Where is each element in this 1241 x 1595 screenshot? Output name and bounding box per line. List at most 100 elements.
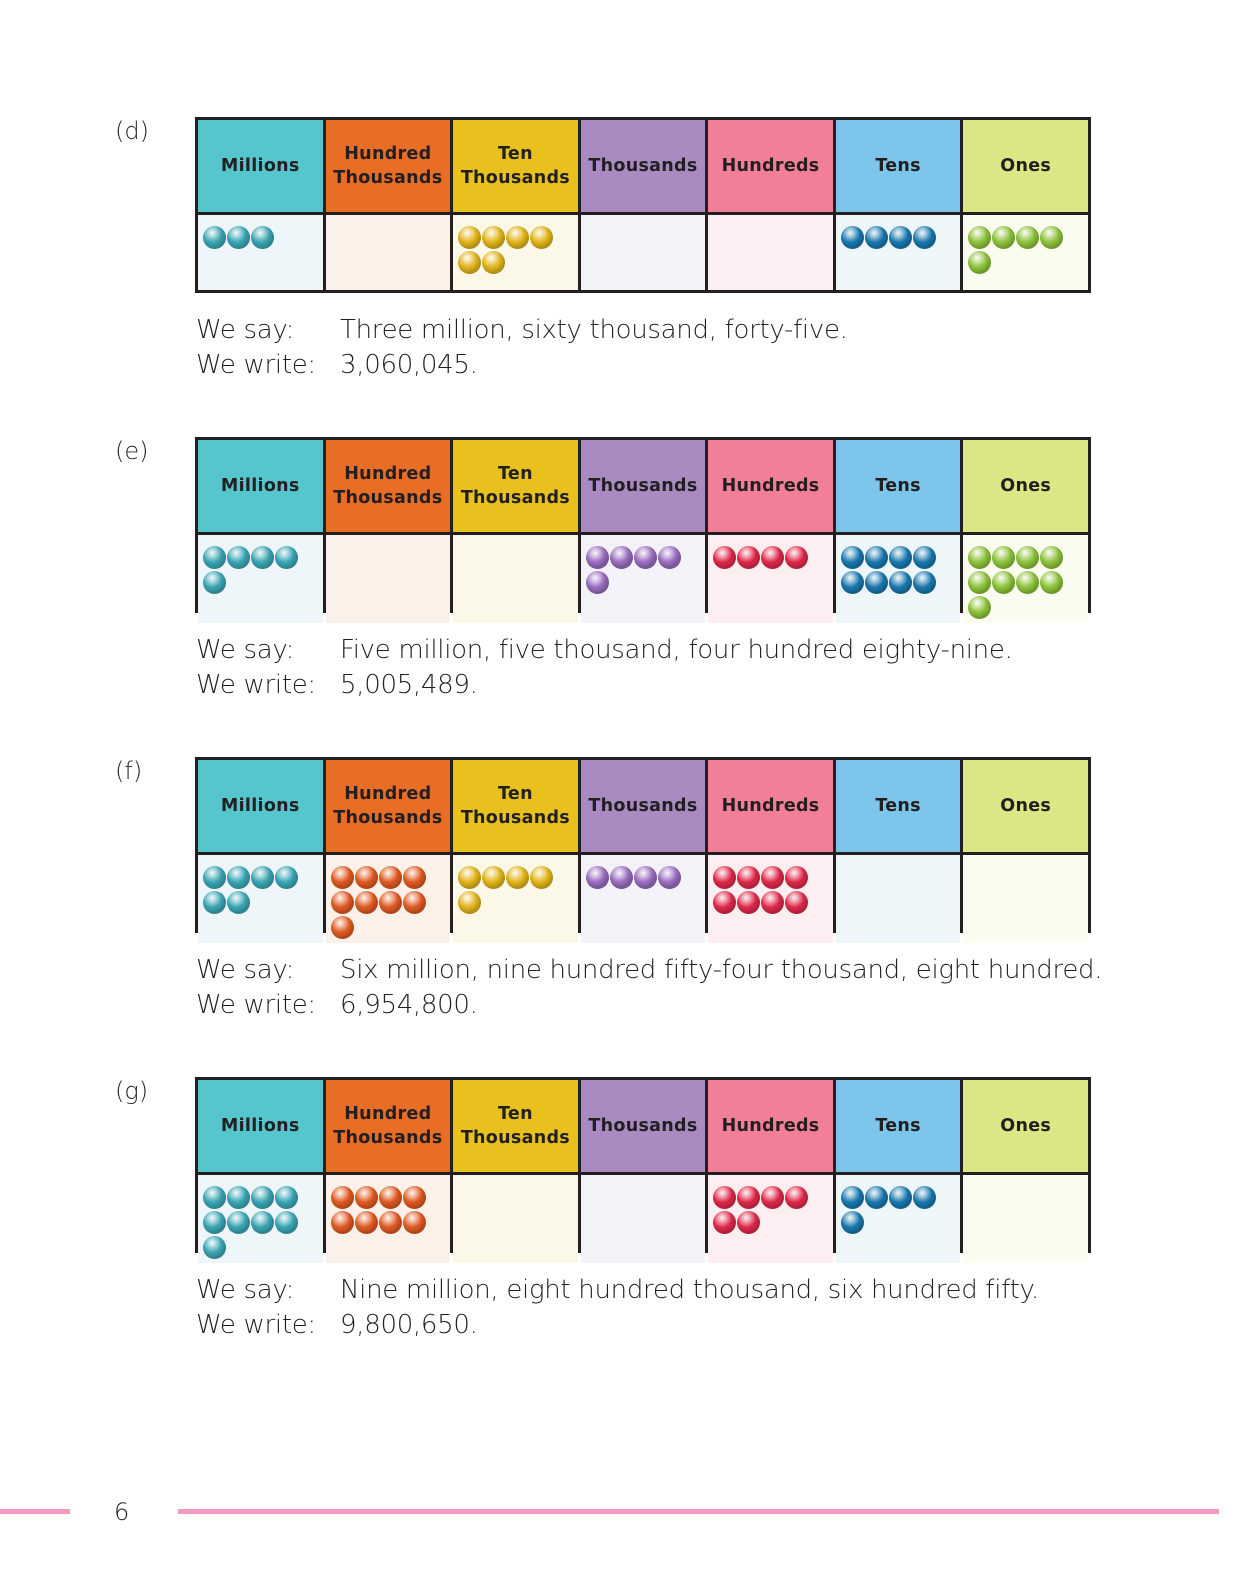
counter-bead	[378, 866, 402, 889]
counter-bead	[992, 226, 1016, 249]
column-header: Hundreds	[708, 1080, 833, 1172]
footer-rule-left	[0, 1509, 70, 1514]
column-header-label: Thousands	[588, 476, 698, 496]
counter-bead	[713, 866, 737, 889]
counter-bead	[227, 866, 250, 889]
counter-bead	[585, 571, 609, 594]
column-header: Thousands	[580, 1080, 706, 1172]
column-header-label: Hundreds	[721, 796, 820, 816]
bead-cell	[963, 855, 1088, 943]
counter-bead	[227, 1211, 250, 1234]
place-value-chart: Millions Hundred Thousands Ten Thousands Th…	[195, 437, 1091, 623]
counter-bead	[330, 866, 354, 889]
counter-bead	[458, 251, 482, 274]
column-header-label: Ones	[1000, 796, 1052, 816]
bead-cell	[835, 215, 961, 290]
counter-bead	[864, 546, 888, 569]
counter-bead	[275, 546, 298, 569]
column-header-label: Hundred Thousands	[333, 1104, 443, 1148]
counter-bead	[275, 866, 298, 889]
reading-lines: We say: Five million, five thousand, four…	[196, 633, 1013, 703]
column-header: Ten Thousands	[453, 120, 578, 212]
column-header: Millions	[198, 1080, 323, 1172]
counter-bead	[761, 1186, 785, 1209]
exercise-d: (d) Millions Hundred Thousands Ten Thousand…	[0, 117, 1241, 417]
counter-bead	[251, 546, 274, 569]
we-say-text: Five million, five thousand, four hundre…	[340, 635, 1013, 665]
column-header-label: Ten Thousands	[460, 1104, 571, 1148]
counter-bead	[761, 546, 785, 569]
exercise-f: (f) Millions Hundred Thousands Ten Thousand…	[0, 757, 1241, 1057]
counter-bead	[506, 866, 530, 889]
we-say-text: Three million, sixty thousand, forty-fiv…	[340, 315, 848, 345]
counter-bead	[968, 546, 992, 569]
counter-bead	[354, 866, 378, 889]
counter-bead	[737, 1211, 761, 1234]
column-header: Ten Thousands	[453, 1080, 578, 1172]
column-header-label: Hundred Thousands	[333, 784, 443, 828]
column-header: Hundred Thousands	[325, 760, 451, 852]
counter-bead	[585, 866, 609, 889]
counter-bead	[888, 1186, 912, 1209]
bead-cell	[325, 1175, 451, 1263]
counter-bead	[203, 1186, 226, 1209]
counter-bead	[737, 1186, 761, 1209]
column-header: Hundred Thousands	[325, 1080, 451, 1172]
counter-bead	[1016, 546, 1040, 569]
column-header: Thousands	[580, 440, 706, 532]
counter-bead	[840, 1211, 864, 1234]
counter-bead	[251, 1186, 274, 1209]
column-header: Hundreds	[708, 120, 833, 212]
counter-bead	[864, 1186, 888, 1209]
column-header-label: Millions	[220, 796, 300, 816]
column-header: Thousands	[580, 760, 706, 852]
column-header: Hundreds	[708, 760, 833, 852]
column-header: Hundred Thousands	[325, 440, 451, 532]
bead-cell	[963, 1175, 1088, 1263]
column-header: Hundred Thousands	[325, 120, 451, 212]
counter-bead	[785, 891, 809, 914]
counter-bead	[251, 1211, 274, 1234]
counter-bead	[530, 226, 554, 249]
column-header-label: Ten Thousands	[460, 144, 571, 188]
counter-bead	[330, 1186, 354, 1209]
bead-cell	[198, 855, 323, 943]
counter-bead	[378, 1186, 402, 1209]
column-header-label: Millions	[220, 156, 300, 176]
counter-bead	[968, 251, 992, 274]
column-header-label: Hundreds	[721, 476, 820, 496]
counter-bead	[761, 866, 785, 889]
counter-bead	[840, 1186, 864, 1209]
counter-bead	[275, 1211, 298, 1234]
column-header-label: Hundred Thousands	[333, 144, 443, 188]
we-write-number: 6,954,800.	[340, 990, 478, 1020]
bead-cell	[325, 535, 451, 623]
counter-bead	[713, 891, 737, 914]
counter-bead	[785, 1186, 809, 1209]
column-header-label: Tens	[875, 1116, 921, 1136]
counter-bead	[864, 226, 888, 249]
column-header-label: Tens	[875, 476, 921, 496]
we-write-label: We write:	[196, 1310, 316, 1340]
counter-bead	[968, 571, 992, 594]
counter-bead	[482, 866, 506, 889]
we-write-label: We write:	[196, 670, 316, 700]
counter-bead	[251, 866, 274, 889]
we-say-label: We say:	[196, 635, 295, 665]
counter-bead	[402, 866, 426, 889]
counter-bead	[203, 1236, 226, 1259]
bead-cell	[835, 535, 961, 623]
counter-bead	[458, 866, 482, 889]
column-header: Tens	[835, 1080, 961, 1172]
bead-cell	[580, 1175, 706, 1263]
counter-bead	[378, 1211, 402, 1234]
column-header: Millions	[198, 760, 323, 852]
bead-cell	[453, 535, 578, 623]
column-header: Millions	[198, 120, 323, 212]
page-number: 6	[114, 1498, 130, 1526]
counter-bead	[482, 226, 506, 249]
column-header: Hundreds	[708, 440, 833, 532]
bead-cell	[580, 535, 706, 623]
exercise-letter: (g)	[115, 1077, 149, 1105]
exercise-letter: (d)	[115, 117, 149, 145]
